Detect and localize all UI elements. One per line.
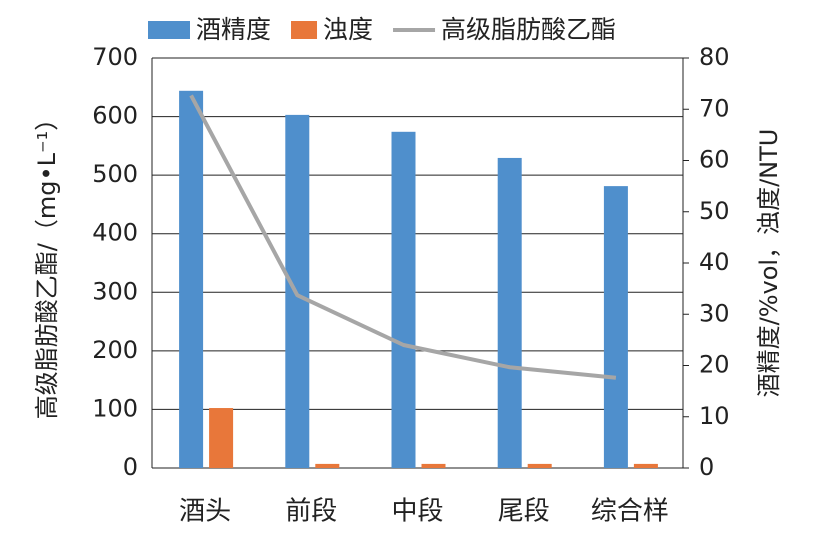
y2-tick-label: 60 (699, 146, 730, 174)
y-axis-label: 高级脂肪酸乙酯/（mg•L⁻¹） (33, 107, 61, 420)
bar (633, 463, 658, 468)
y-tick-label: 300 (92, 277, 138, 305)
y-tick-label: 0 (123, 453, 138, 481)
legend-swatch (148, 21, 190, 39)
y2-tick-label: 50 (699, 197, 730, 225)
x-tick-label: 前段 (285, 497, 337, 527)
bar (391, 131, 416, 469)
y-tick-label: 500 (92, 160, 138, 188)
legend-swatch (291, 21, 318, 39)
y2-tick-label: 70 (699, 94, 730, 122)
y2-tick-label: 20 (699, 351, 730, 379)
y-tick-label: 700 (92, 43, 138, 71)
x-tick-label: 综合样 (591, 497, 669, 527)
bar (179, 90, 204, 469)
y-tick-label: 100 (92, 394, 138, 422)
y2-tick-label: 80 (699, 43, 730, 71)
y-tick-label: 600 (92, 102, 138, 130)
y2-tick-label: 30 (699, 299, 730, 327)
bar (421, 463, 446, 468)
y2-tick-label: 40 (699, 248, 730, 276)
legend-label: 高级脂肪酸乙酯 (441, 15, 616, 44)
y-tick-label: 400 (92, 219, 138, 247)
y-tick-label: 200 (92, 336, 138, 364)
bar (497, 157, 522, 468)
legend-label: 浊度 (323, 15, 373, 44)
bar (603, 186, 628, 468)
x-tick-label: 酒头 (179, 497, 231, 527)
bar (315, 463, 340, 468)
y2-tick-label: 0 (699, 453, 714, 481)
bar (209, 408, 234, 468)
x-tick-label: 中段 (391, 497, 443, 527)
bar (527, 463, 552, 468)
y2-tick-label: 10 (699, 402, 730, 430)
legend-label: 酒精度 (196, 15, 271, 44)
y2-axis-label: 酒精度/%vol，浊度/NTU (755, 129, 783, 398)
x-tick-label: 尾段 (498, 497, 550, 527)
line (189, 94, 617, 380)
